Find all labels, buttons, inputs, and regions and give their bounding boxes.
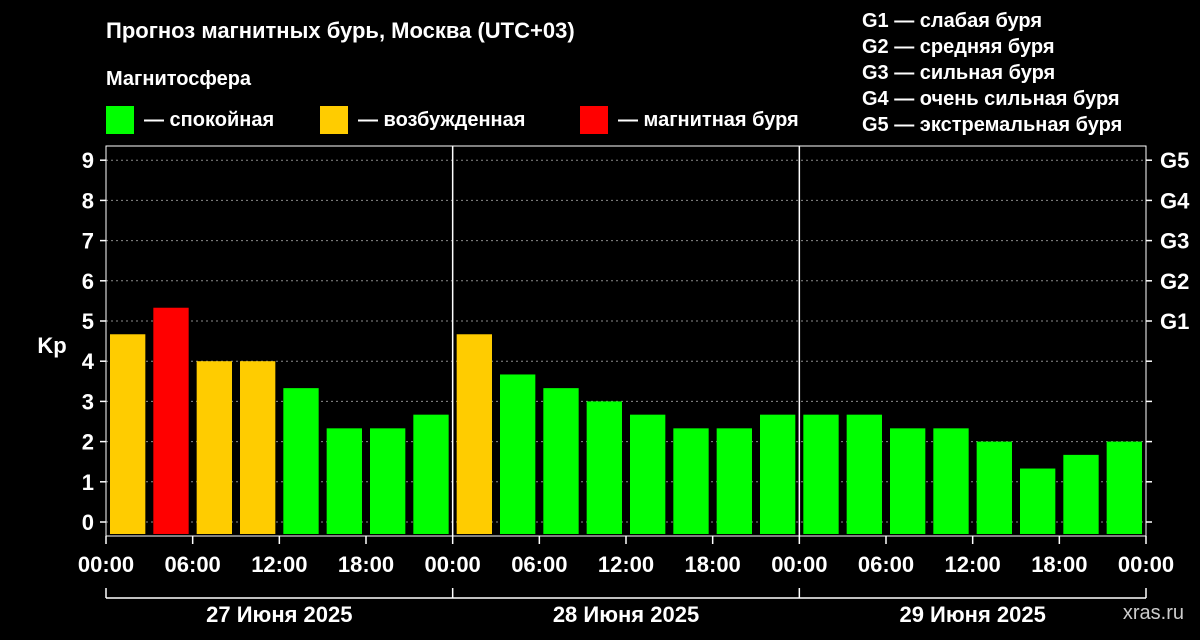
kp-bar xyxy=(673,428,709,534)
x-tick-label: 00:00 xyxy=(771,552,827,577)
legend-label-quiet: — спокойная xyxy=(144,108,275,131)
kp-bar xyxy=(500,374,536,534)
g-axis-label: G1 xyxy=(1160,309,1189,334)
kp-bar xyxy=(370,428,406,534)
kp-bar xyxy=(153,307,189,534)
g-scale-g1: G1 — слабая буря xyxy=(862,10,1043,32)
g-scale-legend: G1 — слабая буря G2 — средняя буря G3 — … xyxy=(862,8,1122,138)
x-tick-label: 12:00 xyxy=(598,552,654,577)
x-tick-label: 18:00 xyxy=(1031,552,1087,577)
g-axis-label: G4 xyxy=(1160,188,1190,213)
y-tick-label: 8 xyxy=(82,188,94,213)
legend-swatch-unsettled xyxy=(320,106,348,134)
y-tick-label: 4 xyxy=(82,349,95,374)
x-tick-label: 18:00 xyxy=(685,552,741,577)
magnetosphere-label: Магнитосфера xyxy=(106,68,252,90)
legend-item-unsettled: — возбужденная xyxy=(320,106,525,134)
x-tick-label: 12:00 xyxy=(945,552,1001,577)
g-axis-label: G3 xyxy=(1160,229,1189,254)
legend-label-unsettled: — возбужденная xyxy=(358,108,526,131)
g-axis-label: G5 xyxy=(1160,148,1189,173)
kp-bar xyxy=(1063,454,1099,534)
kp-bar xyxy=(1106,441,1142,534)
day-label: 29 Июня 2025 xyxy=(899,602,1045,627)
legend-label-storm: — магнитная буря xyxy=(618,108,799,131)
kp-bar xyxy=(240,361,276,534)
x-tick-label: 00:00 xyxy=(1118,552,1174,577)
legend-item-quiet: — спокойная xyxy=(106,106,274,134)
kp-bar xyxy=(196,361,232,534)
y-tick-label: 7 xyxy=(82,229,94,254)
kp-bar xyxy=(1020,468,1056,534)
kp-bar xyxy=(543,388,579,534)
kp-bar xyxy=(326,428,362,534)
kp-bar xyxy=(716,428,752,534)
x-tick-label: 06:00 xyxy=(511,552,567,577)
g-axis-label: G2 xyxy=(1160,269,1189,294)
kp-bar xyxy=(890,428,926,534)
legend-item-storm: — магнитная буря xyxy=(580,106,799,134)
y-tick-label: 9 xyxy=(82,148,94,173)
kp-bar xyxy=(846,414,882,534)
chart-title: Прогноз магнитных бурь, Москва (UTC+03) xyxy=(106,18,575,43)
y-axis-label: Kp xyxy=(37,333,66,358)
kp-bar xyxy=(413,414,449,534)
kp-bar xyxy=(456,334,492,534)
x-tick-label: 06:00 xyxy=(165,552,221,577)
kp-bar xyxy=(630,414,666,534)
y-tick-label: 6 xyxy=(82,269,94,294)
kp-bar xyxy=(933,428,969,534)
y-tick-label: 0 xyxy=(82,510,94,535)
kp-bar xyxy=(283,388,319,534)
legend-swatch-quiet xyxy=(106,106,134,134)
x-tick-label: 18:00 xyxy=(338,552,394,577)
kp-bar xyxy=(586,401,622,534)
y-tick-label: 3 xyxy=(82,389,94,414)
kp-bar xyxy=(760,414,796,534)
kp-bar xyxy=(110,334,146,534)
x-tick-label: 00:00 xyxy=(78,552,134,577)
y-tick-label: 5 xyxy=(82,309,94,334)
legend-swatch-storm xyxy=(580,106,608,134)
y-tick-label: 2 xyxy=(82,430,94,455)
g-scale-g5: G5 — экстремальная буря xyxy=(862,114,1123,136)
day-label: 27 Июня 2025 xyxy=(206,602,352,627)
x-tick-label: 06:00 xyxy=(858,552,914,577)
kp-bar xyxy=(803,414,839,534)
day-label: 28 Июня 2025 xyxy=(553,602,699,627)
g-scale-g3: G3 — сильная буря xyxy=(862,62,1056,84)
g-scale-g4: G4 — очень сильная буря xyxy=(862,88,1120,110)
x-tick-label: 12:00 xyxy=(251,552,307,577)
kp-bar xyxy=(976,441,1012,534)
g-scale-g2: G2 — средняя буря xyxy=(862,36,1055,58)
x-tick-label: 00:00 xyxy=(425,552,481,577)
y-tick-label: 1 xyxy=(82,470,94,495)
watermark: xras.ru xyxy=(1122,602,1184,624)
